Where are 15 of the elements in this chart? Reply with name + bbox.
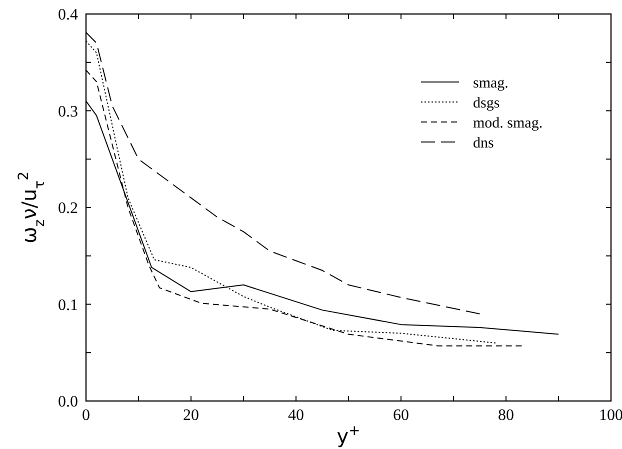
y-tick-label: 0.0 bbox=[58, 394, 78, 411]
x-axis-title: y$^{+}$ bbox=[336, 423, 360, 448]
y-tick-label: 0.2 bbox=[58, 200, 78, 218]
legend-label: smag. bbox=[473, 75, 508, 92]
x-tick-label: 60 bbox=[393, 407, 409, 424]
x-tick-label: 80 bbox=[498, 407, 514, 424]
y-tick-label: 0.4 bbox=[58, 6, 78, 24]
y-tick-label: 0.3 bbox=[58, 103, 78, 120]
x-tick-label: 40 bbox=[288, 407, 304, 424]
legend-label: mod. smag. bbox=[473, 115, 543, 132]
y-tick-label: 0.1 bbox=[58, 296, 78, 314]
x-tick-label: 0 bbox=[82, 407, 90, 424]
legend-label: dns bbox=[473, 135, 494, 152]
x-tick-label: 20 bbox=[183, 407, 199, 424]
legend-label: dsgs bbox=[473, 95, 500, 112]
